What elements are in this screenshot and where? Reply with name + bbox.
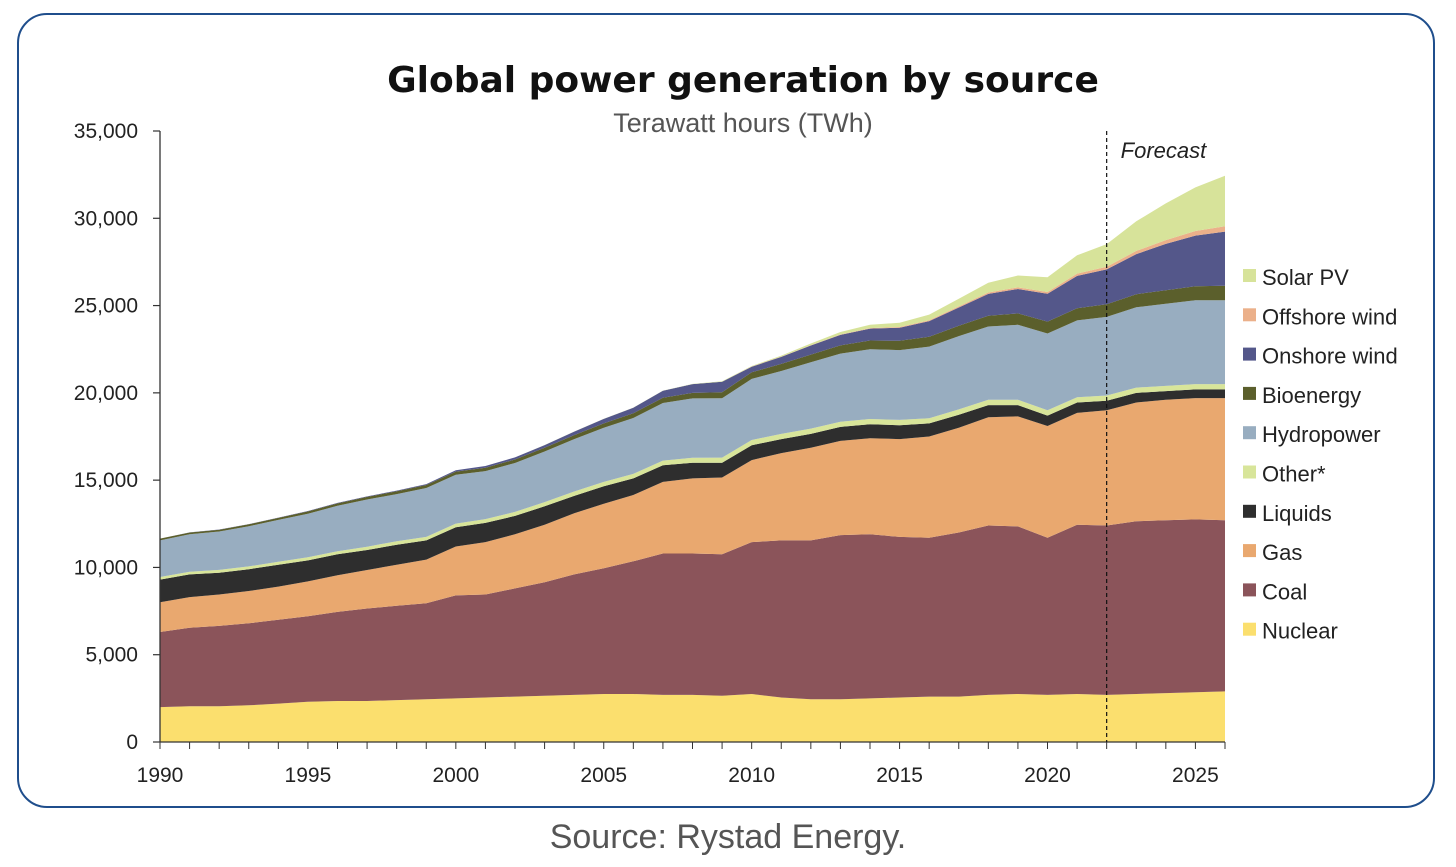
x-tick-label: 2005 [580, 764, 627, 787]
stacked-areas [160, 175, 1225, 742]
legend-item-other: Other* [1243, 462, 1326, 487]
legend-label: Bioenergy [1262, 383, 1361, 408]
area-bioenergy [160, 285, 1225, 541]
forecast-label: Forecast [1121, 138, 1207, 163]
x-tick-label: 2020 [1024, 764, 1071, 787]
x-tick-label: 2000 [432, 764, 479, 787]
legend-swatch [1243, 622, 1256, 636]
legend-label: Coal [1262, 579, 1307, 604]
y-tick-label: 10,000 [74, 556, 138, 579]
legend-swatch [1243, 465, 1256, 479]
legend-swatch [1243, 544, 1256, 558]
legend-swatch [1243, 269, 1256, 282]
y-tick-label: 15,000 [74, 469, 138, 492]
area-onshore-wind [160, 231, 1225, 539]
y-tick-label: 35,000 [74, 120, 138, 143]
legend-label: Gas [1262, 540, 1302, 565]
legend-swatch [1243, 583, 1256, 597]
legend-swatch [1243, 504, 1256, 518]
legend-item-liquids: Liquids [1243, 501, 1332, 526]
legend-label: Liquids [1262, 501, 1332, 526]
area-hydropower [160, 300, 1225, 577]
legend-label: Offshore wind [1262, 304, 1397, 329]
legend: Solar PV Offshore wind Onshore wind Bioener… [1243, 265, 1398, 644]
legend-swatch [1243, 308, 1256, 322]
legend-item-solar-pv: Solar PV [1243, 265, 1349, 290]
chart-subtitle: Terawatt hours (TWh) [613, 108, 873, 138]
legend-item-offshore-wind: Offshore wind [1243, 304, 1397, 329]
legend-label: Solar PV [1262, 265, 1349, 290]
legend-swatch [1243, 426, 1256, 440]
legend-item-nuclear: Nuclear [1243, 619, 1338, 644]
x-tick-label: 2010 [728, 764, 775, 787]
legend-swatch [1243, 386, 1256, 400]
legend-item-bioenergy: Bioenergy [1243, 383, 1361, 408]
y-tick-label: 0 [126, 731, 138, 754]
x-tick-label: 1990 [137, 764, 184, 787]
legend-label: Other* [1262, 462, 1326, 487]
x-tick-label: 2025 [1172, 764, 1219, 787]
legend-label: Nuclear [1262, 619, 1338, 644]
area-gas [160, 398, 1225, 632]
legend-label: Hydropower [1262, 422, 1381, 447]
y-tick-label: 30,000 [74, 207, 138, 230]
legend-item-hydropower: Hydropower [1243, 422, 1381, 447]
area-coal [160, 519, 1225, 708]
chart-title: Global power generation by source [387, 60, 1099, 101]
legend-item-gas: Gas [1243, 540, 1302, 565]
x-tick-label: 2015 [876, 764, 923, 787]
area-nuclear [160, 691, 1225, 742]
area-liquids [160, 389, 1225, 603]
x-tick-label: 1995 [285, 764, 332, 787]
y-tick-label: 20,000 [74, 382, 138, 405]
legend-label: Onshore wind [1262, 344, 1398, 369]
legend-swatch [1243, 347, 1256, 361]
y-tick-label: 25,000 [74, 295, 138, 318]
legend-item-coal: Coal [1243, 579, 1307, 604]
axes: 0 5,000 10,000 15,000 20,000 25,000 30,000 35,0… [74, 120, 1226, 787]
source-note: Source: Rystad Energy. [549, 818, 907, 856]
y-tick-label: 5,000 [85, 644, 138, 667]
legend-item-onshore-wind: Onshore wind [1243, 344, 1398, 369]
